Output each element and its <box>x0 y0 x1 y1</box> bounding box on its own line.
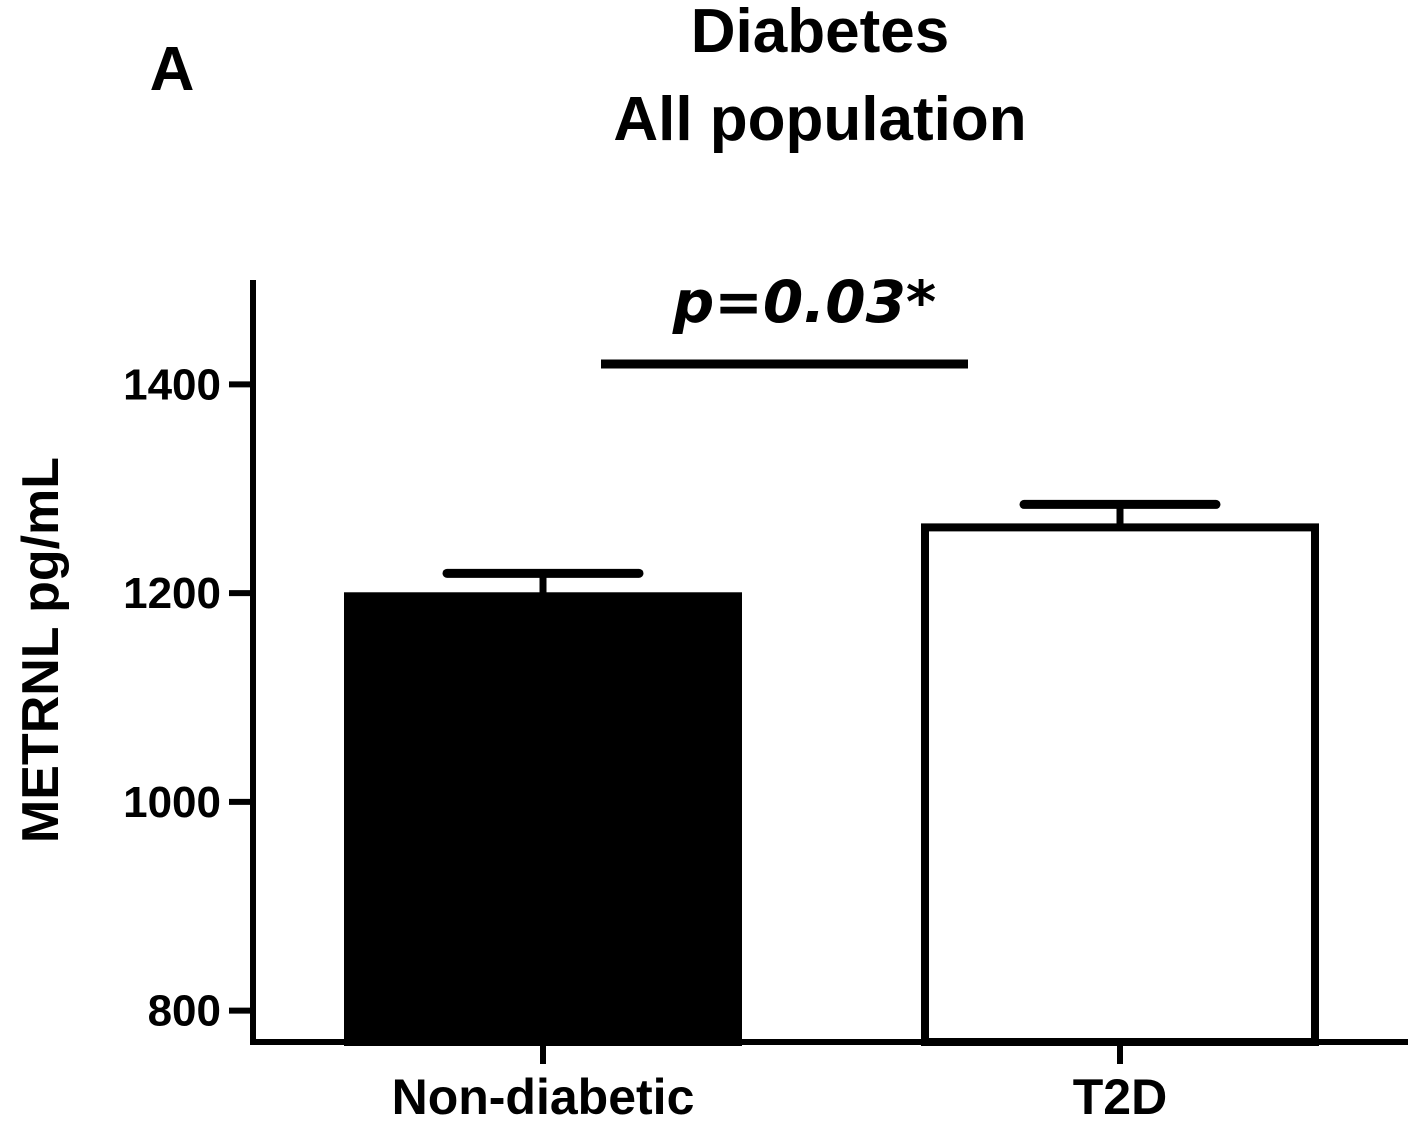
p-value-label: p=0.03* <box>672 268 937 336</box>
y-tick-label: 1200 <box>123 569 221 618</box>
y-tick-label: 800 <box>148 987 221 1036</box>
bar-non-diabetic <box>344 592 742 1046</box>
y-tick-label: 1000 <box>123 778 221 827</box>
x-category-label: Non-diabetic <box>392 1069 695 1122</box>
panel-label: A <box>150 35 195 104</box>
y-tick-label: 1400 <box>123 360 221 409</box>
axes: 800 1000 1200 1400 Non-diabetic T2D <box>123 280 1408 1122</box>
bars <box>344 499 1319 1046</box>
chart-subtitle: All population <box>613 85 1026 154</box>
x-category-label: T2D <box>1073 1069 1167 1122</box>
chart-title: Diabetes <box>691 0 949 66</box>
significance-annotation: p=0.03* <box>601 268 968 369</box>
y-axis-label: METRNL pg/mL <box>12 457 70 843</box>
bar-t2d <box>921 523 1319 1046</box>
